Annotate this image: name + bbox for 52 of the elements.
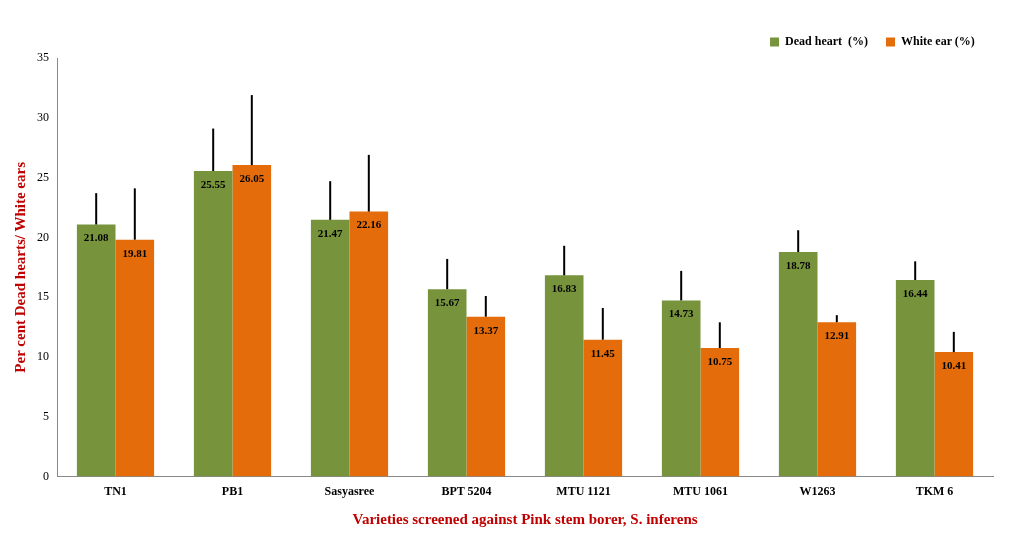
bar	[115, 239, 155, 477]
bar	[193, 171, 233, 477]
data-label: 12.91	[824, 329, 850, 342]
y-axis-title: Per cent Dead hearts/ White ears	[11, 161, 28, 373]
y-tick-label: 0	[43, 468, 49, 483]
bar	[427, 289, 467, 477]
bar	[583, 339, 623, 477]
bar	[76, 224, 116, 477]
bar	[544, 275, 584, 477]
bar	[895, 279, 935, 477]
data-label: 10.75	[707, 354, 733, 367]
bar	[310, 219, 350, 477]
bar	[349, 211, 389, 477]
data-label: 26.05	[239, 171, 265, 184]
x-axis-title: Varieties screened against Pink stem borer, S. inferens	[352, 510, 698, 527]
data-label: 13.37	[473, 323, 499, 336]
data-label: 25.55	[200, 177, 227, 190]
y-tick-label: 30	[37, 109, 49, 124]
x-tick-label: BPT 5204	[441, 483, 492, 498]
y-tick-label: 5	[43, 408, 49, 423]
data-label: 21.47	[317, 226, 344, 239]
bar	[700, 348, 740, 477]
y-tick-label: 10	[37, 349, 49, 364]
data-label: 14.73	[668, 307, 695, 320]
data-label: 15.67	[434, 296, 461, 309]
data-label: 10.41	[941, 358, 967, 371]
bar	[934, 352, 974, 477]
x-tick-label: Sasyasree	[324, 483, 376, 498]
data-label: 19.81	[122, 246, 148, 259]
bar	[232, 165, 272, 477]
data-label: 16.83	[551, 282, 578, 295]
x-tick-label: TKM 6	[915, 483, 954, 498]
y-tick-label: 25	[37, 169, 49, 184]
bar	[817, 322, 857, 477]
data-label: 16.44	[902, 286, 929, 299]
bar	[466, 316, 506, 477]
bar	[661, 300, 701, 477]
y-tick-label: 35	[37, 50, 49, 65]
x-tick-label: TN1	[104, 483, 127, 498]
y-tick-label: 20	[37, 229, 49, 244]
data-label: 22.16	[356, 218, 382, 231]
legend-label: White ear (%)	[901, 34, 975, 49]
y-tick-label: 15	[37, 289, 49, 304]
x-tick-label: MTU 1121	[556, 483, 611, 498]
data-label: 21.08	[83, 231, 110, 244]
x-tick-label: W1263	[799, 483, 836, 498]
legend-label: Dead heart (%)	[785, 34, 869, 49]
x-tick-label: PB1	[221, 483, 244, 498]
data-label: 18.78	[785, 258, 812, 271]
data-label: 11.45	[590, 346, 616, 359]
x-tick-label: MTU 1061	[673, 483, 728, 498]
bar	[778, 251, 818, 477]
